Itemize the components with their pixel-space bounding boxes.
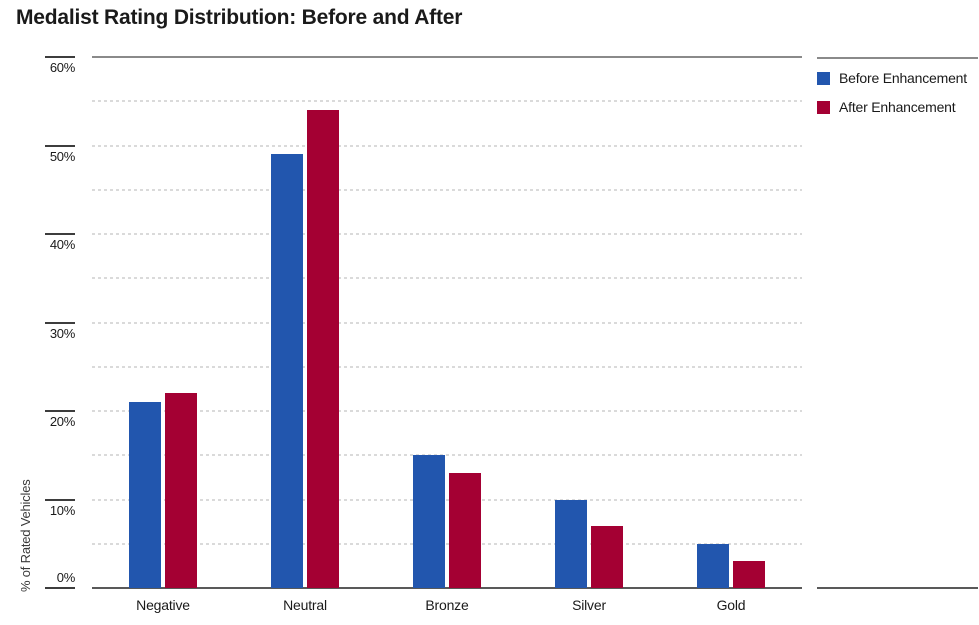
y-tick-label-60pct: 60% xyxy=(49,60,75,75)
gridline-35pct xyxy=(92,277,802,280)
y-tick-0pct xyxy=(45,587,75,589)
after-series-swatch-icon xyxy=(817,100,830,114)
gridline-25pct xyxy=(92,365,802,368)
gridline-45pct xyxy=(92,188,802,191)
y-tick-40pct xyxy=(45,233,75,235)
before-series-swatch-icon xyxy=(817,71,830,85)
gridline-5pct xyxy=(92,542,802,545)
legend-item-before: Before Enhancement xyxy=(817,70,978,86)
gridline-15pct xyxy=(92,454,802,457)
gridline-30pct xyxy=(92,321,802,324)
y-tick-label-40pct: 40% xyxy=(49,237,75,252)
y-tick-label-0pct: 0% xyxy=(56,570,76,585)
legend-label-after: After Enhancement xyxy=(839,99,956,115)
bar-after-gold xyxy=(733,561,765,588)
x-category-label-bronze: Bronze xyxy=(425,597,469,613)
bar-after-bronze xyxy=(449,472,481,588)
y-tick-20pct xyxy=(45,410,75,412)
bar-before-bronze xyxy=(413,455,445,588)
y-tick-30pct xyxy=(45,321,75,324)
x-category-label-neutral: Neutral xyxy=(283,597,327,613)
y-tick-50pct xyxy=(45,144,75,147)
bar-before-gold xyxy=(697,543,729,588)
y-tick-60pct xyxy=(45,56,75,58)
x-axis-line xyxy=(92,587,802,589)
bar-before-silver xyxy=(555,499,587,588)
x-category-label-negative: Negative xyxy=(136,597,190,613)
gridline-50pct xyxy=(92,144,802,147)
plot-top-border xyxy=(92,56,802,58)
x-axis-line-right-segment xyxy=(817,587,978,589)
legend-label-before: Before Enhancement xyxy=(839,70,967,86)
bar-before-negative xyxy=(129,402,161,588)
y-tick-label-20pct: 20% xyxy=(49,414,75,429)
legend-item-after: After Enhancement xyxy=(817,99,978,115)
y-tick-label-50pct: 50% xyxy=(49,148,75,164)
x-category-label-silver: Silver xyxy=(572,597,606,613)
gridline-40pct xyxy=(92,233,802,235)
chart-title: Medalist Rating Distribution: Before and… xyxy=(16,6,463,29)
gridline-10pct xyxy=(92,498,802,501)
x-category-label-gold: Gold xyxy=(716,597,746,613)
bar-after-silver xyxy=(591,526,623,588)
y-tick-label-10pct: 10% xyxy=(49,502,75,518)
gridline-55pct xyxy=(92,100,802,103)
gridline-20pct xyxy=(92,410,802,412)
bar-before-neutral xyxy=(271,154,303,588)
y-tick-10pct xyxy=(45,498,75,501)
y-axis-title: % of Rated Vehicles xyxy=(18,479,33,592)
bar-after-neutral xyxy=(307,110,339,588)
bar-after-negative xyxy=(165,393,197,588)
legend: Before Enhancement After Enhancement xyxy=(817,57,978,115)
y-tick-label-30pct: 30% xyxy=(49,325,75,341)
